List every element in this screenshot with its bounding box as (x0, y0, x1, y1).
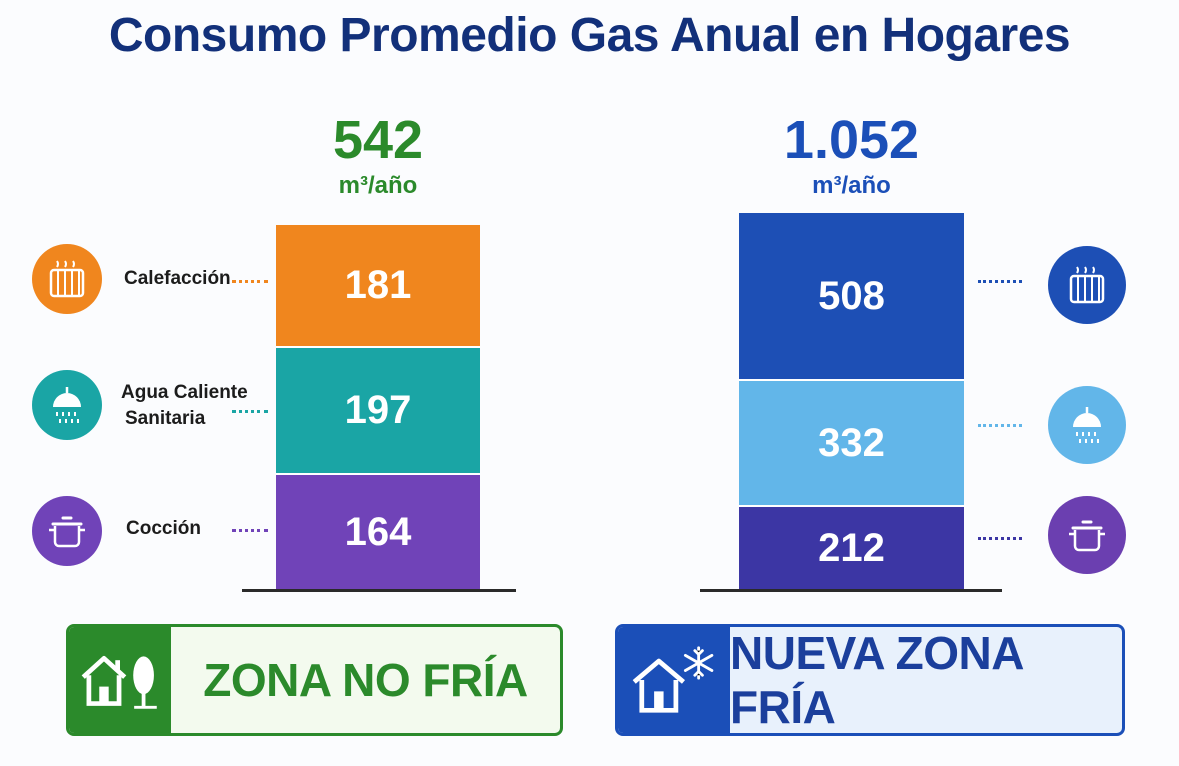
right-bar-heating: 508 (739, 213, 964, 379)
zone-no-fria-icon-box (69, 627, 171, 733)
left-heating-label: Calefacción (124, 268, 231, 289)
house-tree-icon (81, 655, 157, 709)
left-bar-water: 197 (276, 346, 480, 473)
nueva-zona-fria-label: NUEVA ZONA FRÍA (730, 627, 1023, 733)
chart-title: Consumo Promedio Gas Anual en Hogares (108, 9, 1071, 62)
left-cooking-label: Cocción (126, 518, 201, 539)
nueva-zona-fria-icon-box (618, 627, 730, 733)
left-total-unit: m³/año (338, 172, 418, 199)
left-bar-heating: 181 (276, 225, 480, 346)
radiator-icon (1069, 266, 1105, 304)
radiator-icon (49, 260, 85, 298)
right-bar-cooking: 212 (739, 505, 964, 590)
right-total-unit: m³/año (812, 172, 891, 199)
right-total-value: 1.052 (783, 110, 920, 170)
left-heating-dots (232, 280, 268, 283)
left-bar-cooking: 164 (276, 473, 480, 590)
left-water-label-line1: Agua Caliente (121, 382, 248, 403)
shower-icon (1073, 407, 1101, 443)
right-water-dots (978, 424, 1022, 427)
pot-icon (1069, 520, 1105, 552)
right-heating-dots (978, 280, 1022, 283)
right-total: 1.052 m³/año (739, 112, 964, 200)
left-water-icon-circle (32, 370, 102, 440)
left-cooking-icon-circle (32, 496, 102, 566)
pot-icon (49, 516, 85, 548)
right-bar-water: 332 (739, 379, 964, 505)
left-cooking-dots (232, 529, 268, 532)
nueva-zona-fria-panel: NUEVA ZONA FRÍA (615, 624, 1125, 736)
left-total-value: 542 (332, 110, 424, 170)
right-heating-icon-circle (1048, 246, 1126, 324)
left-total: 542 m³/año (276, 112, 480, 200)
left-baseline (242, 589, 516, 592)
zone-no-fria-panel: ZONA NO FRÍA (66, 624, 563, 736)
right-cooking-dots (978, 537, 1022, 540)
left-water-dots (232, 410, 268, 413)
zone-no-fria-label: ZONA NO FRÍA (203, 654, 528, 706)
left-water-label-line2: Sanitaria (125, 408, 206, 429)
house-snowflake-icon (632, 646, 714, 713)
right-cooking-icon-circle (1048, 496, 1126, 574)
right-baseline (700, 589, 1002, 592)
left-heating-icon-circle (32, 244, 102, 314)
left-water-label: Agua Caliente Sanitaria (121, 380, 248, 432)
shower-icon (53, 387, 81, 423)
right-water-icon-circle (1048, 386, 1126, 464)
